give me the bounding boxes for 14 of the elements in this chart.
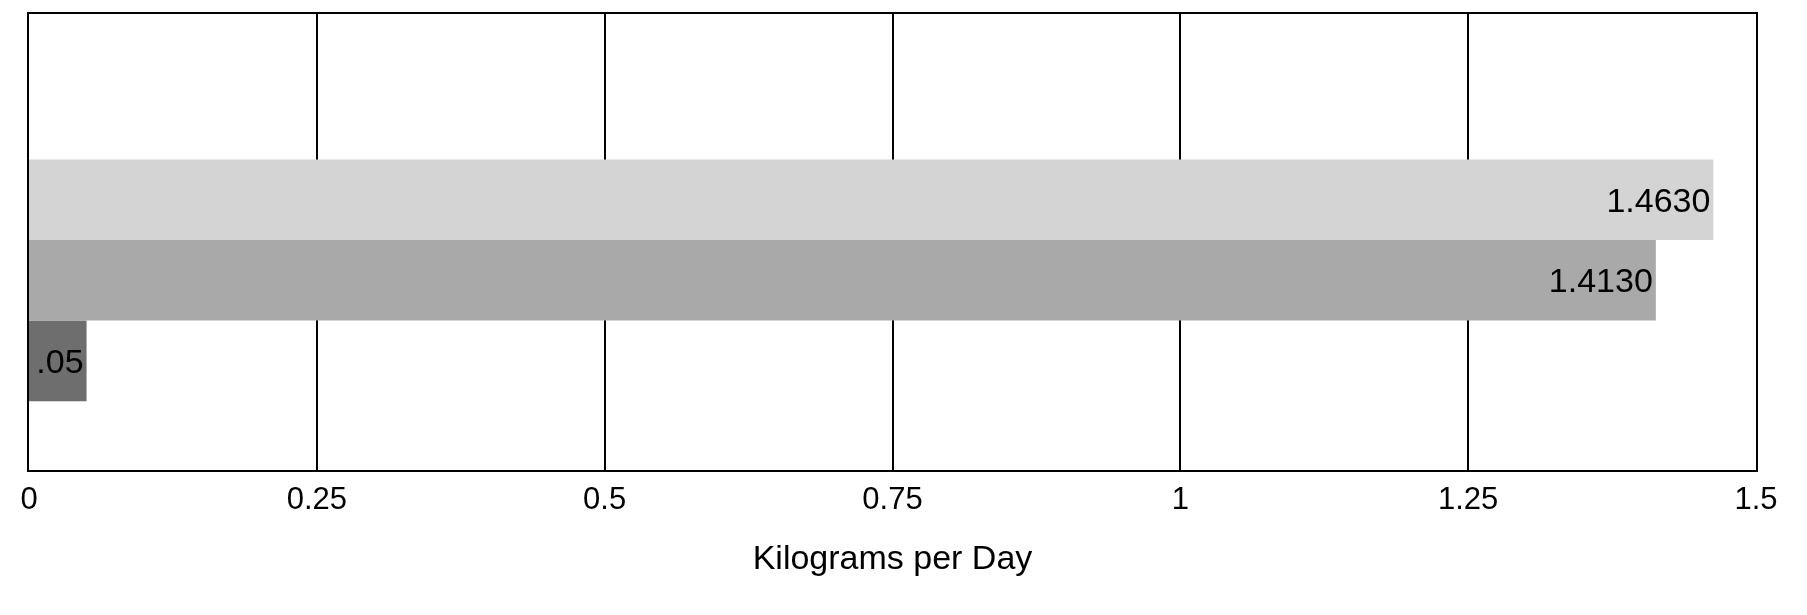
bar	[29, 240, 1656, 321]
data-label: 1.4630	[1606, 180, 1711, 219]
bar	[29, 159, 1714, 241]
data-label: .05	[36, 341, 84, 380]
x-tick-label: 0.5	[583, 481, 627, 517]
x-axis-title: Kilograms per Day	[752, 538, 1033, 576]
x-tick-label: 0.75	[862, 481, 923, 517]
x-tick-label: 1	[1171, 481, 1189, 517]
x-tick-label: 1.25	[1438, 481, 1499, 517]
x-tick-label: 0.25	[286, 481, 347, 517]
data-label: 1.4130	[1548, 261, 1653, 300]
x-tick-label: 1.5	[1734, 481, 1778, 517]
x-tick-label: 0	[20, 481, 38, 517]
bar	[29, 320, 87, 402]
